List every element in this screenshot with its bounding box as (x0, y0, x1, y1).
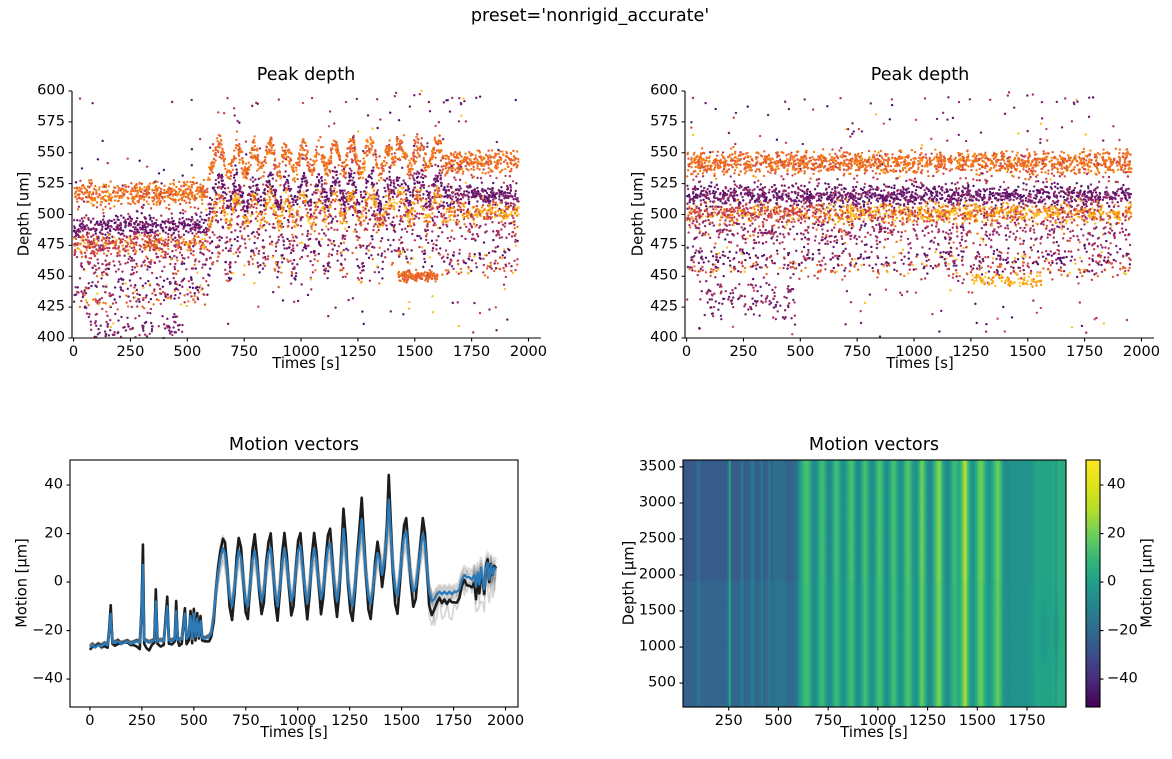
tick-label: 20 (1107, 524, 1126, 542)
tick-label: 0 (68, 342, 79, 360)
tick-label: 575 (650, 112, 678, 130)
tick-label: 1500 (958, 711, 996, 729)
panel-br-title: Motion vectors (808, 435, 940, 455)
tick-label: 1000 (638, 637, 676, 655)
tick-label: 500 (173, 342, 202, 360)
tick-label: 1000 (895, 342, 933, 360)
tick-label: 550 (37, 143, 65, 161)
tick-label: 1750 (435, 711, 473, 729)
tick-label: 750 (231, 711, 260, 729)
tick-label: 1750 (1066, 342, 1104, 360)
tick-label: 1500 (383, 711, 421, 729)
tick-label: 500 (648, 673, 676, 691)
tick-label: 450 (650, 266, 678, 284)
tick-label: 1750 (1008, 711, 1046, 729)
tick-label: 40 (1107, 475, 1126, 493)
tick-label: 40 (44, 475, 63, 493)
tick-label: 250 (729, 342, 758, 360)
tick-label: 3000 (638, 493, 676, 511)
tick-label: 1500 (396, 342, 434, 360)
tick-label: 1000 (279, 711, 317, 729)
tick-label: 1000 (282, 342, 320, 360)
tick-label: 600 (37, 81, 65, 99)
tick-label: 500 (764, 711, 793, 729)
tick-label: 500 (179, 711, 208, 729)
tick-label: 750 (814, 711, 843, 729)
tick-label: 250 (714, 711, 743, 729)
tick-label: 2000 (638, 565, 676, 583)
tick-label: 0 (53, 572, 63, 590)
tick-label: 475 (650, 236, 678, 254)
tick-label: 0 (85, 711, 95, 729)
tick-label: 500 (650, 205, 678, 223)
tick-label: 250 (116, 342, 145, 360)
panel-tl-title: Peak depth (256, 65, 356, 85)
tick-label: 250 (127, 711, 156, 729)
tick-label: 525 (650, 174, 678, 192)
tick-label: 500 (786, 342, 815, 360)
tick-label: 500 (37, 205, 65, 223)
panel-tl-xaxis-label: Times [s] (272, 355, 340, 372)
tick-label: −20 (1107, 621, 1138, 639)
tick-label: 1750 (453, 342, 491, 360)
colorbar-label: Motion [μm] (1138, 538, 1156, 628)
tick-label: 750 (843, 342, 872, 360)
tick-label: 450 (37, 266, 65, 284)
tick-label: 2000 (486, 711, 525, 729)
tick-label: 750 (230, 342, 259, 360)
tick-label: −20 (32, 621, 63, 639)
panel-br-xaxis-label: Times [s] (840, 724, 908, 741)
tick-label: 600 (650, 81, 678, 99)
tick-label: 425 (37, 297, 65, 315)
tick-label: 525 (37, 174, 65, 192)
tick-label: 1500 (638, 601, 676, 619)
tick-label: 400 (650, 328, 678, 346)
tick-label: 1250 (339, 342, 377, 360)
tick-label: 475 (37, 236, 65, 254)
tick-label: 550 (650, 143, 678, 161)
panel-bl-title: Motion vectors (228, 435, 360, 455)
tick-label: 1250 (331, 711, 369, 729)
tick-label: 1500 (1009, 342, 1047, 360)
tick-label: 2000 (509, 342, 548, 360)
tick-label: 0 (1107, 572, 1117, 590)
panel-bl-xaxis-label: Times [s] (260, 724, 328, 741)
tick-label: 425 (650, 297, 678, 315)
tick-label: 1250 (952, 342, 990, 360)
figure-suptitle: preset='nonrigid_accurate' (470, 6, 710, 26)
panel-tr-title: Peak depth (870, 65, 970, 85)
tick-label: 20 (44, 524, 63, 542)
tick-label: 2000 (1122, 342, 1161, 360)
panel-tr-xaxis-label: Times [s] (886, 355, 954, 372)
tick-label: −40 (1107, 669, 1138, 687)
tick-label: 1250 (909, 711, 947, 729)
tick-label: 400 (37, 328, 65, 346)
tick-label: 2500 (638, 529, 676, 547)
tick-label: 575 (37, 112, 65, 130)
tick-label: 1000 (859, 711, 897, 729)
tick-label: 3500 (638, 457, 676, 475)
tick-label: 0 (681, 342, 692, 360)
tick-label: −40 (32, 669, 63, 687)
